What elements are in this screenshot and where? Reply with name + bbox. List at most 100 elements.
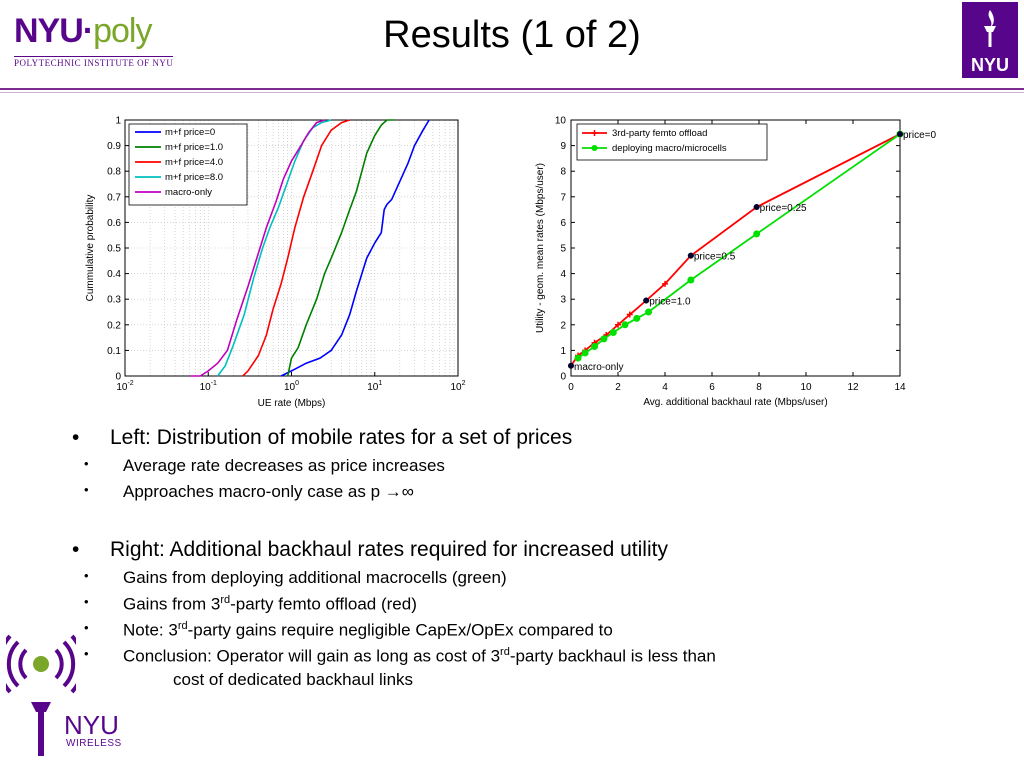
x-tick-label: 10 <box>800 382 812 393</box>
cdf-rate-chart: 10-2 10-1 100 101 102 0 0.1 0.2 0.3 0.4 0.5 0.6 0.7 0… <box>85 116 466 410</box>
y-tick-label: 0.3 <box>107 295 121 306</box>
nyu-logo-text: NYU <box>970 55 1009 75</box>
x-axis-label: UE rate (Mbps) <box>258 398 326 409</box>
y-tick-label: 3 <box>560 295 566 306</box>
bullet-left-sub-2: • Approaches macro-only case as p →∞ <box>84 482 414 501</box>
bullet-list: • Left: Distribution of mobile rates for … <box>72 426 972 689</box>
y-tick-label: 0.6 <box>107 218 121 229</box>
bullet-left-main: • Left: Distribution of mobile rates for … <box>72 426 573 449</box>
wireless-signal-icon <box>6 634 76 756</box>
x-tick-label: 4 <box>662 382 668 393</box>
series-marker <box>753 230 761 238</box>
x-tick-label: 6 <box>709 382 715 393</box>
nyu-wireless-logo-nyu: NYU <box>64 710 119 740</box>
series-marker <box>615 321 621 328</box>
series-marker <box>581 349 589 357</box>
legend-label: macro-only <box>165 187 212 198</box>
x-tick-label: 100 <box>284 380 299 393</box>
x-tick-label: 101 <box>367 380 382 393</box>
legend-marker <box>591 145 598 151</box>
y-tick-label: 0 <box>560 372 566 383</box>
bullet-left-sub-1: • Average rate decreases as price increas… <box>84 456 445 475</box>
y-tick-label: 8 <box>560 167 566 178</box>
bullet-right-sub-3: • Note: 3rd-party gains require negligibl… <box>84 620 613 640</box>
annotation-point <box>643 297 650 304</box>
nyu-wireless-logo: NYU WIRELESS <box>6 632 126 760</box>
y-tick-label: 0.9 <box>107 141 121 152</box>
annotation-point <box>753 204 760 211</box>
legend-label: m+f price=4.0 <box>165 157 223 168</box>
y-tick-label: 7 <box>560 192 566 203</box>
nyu-logo: NYU <box>962 2 1018 78</box>
legend-label: 3rd-party femto offload <box>612 128 707 139</box>
series-line <box>189 119 325 377</box>
series-marker <box>609 328 617 336</box>
bullet-right-sub-4: • Conclusion: Operator will gain as long … <box>84 646 716 689</box>
annotation-label: macro-only <box>574 362 623 373</box>
annotation-label: price=1.0 <box>649 296 691 307</box>
x-tick-label: 102 <box>450 380 465 393</box>
nyu-wireless-logo-sub: WIRELESS <box>66 738 122 749</box>
bullet-right-sub-4-continued: cost of dedicated backhaul links <box>173 670 414 689</box>
bullet-right-main: • Right: Additional backhaul rates requir… <box>72 538 668 561</box>
x-tick-label: 10-2 <box>116 380 133 393</box>
y-tick-label: 4 <box>560 269 566 280</box>
bullet-right-sub-2: • Gains from 3rd-party femto offload (red… <box>84 594 417 614</box>
series-marker <box>600 335 608 343</box>
x-tick-label: 8 <box>756 382 762 393</box>
series-marker <box>687 276 695 284</box>
legend-box <box>576 123 768 161</box>
bullet-right-sub-1: • Gains from deploying additional macroce… <box>84 568 507 587</box>
title-divider <box>0 88 1024 90</box>
legend-label: m+f price=1.0 <box>165 142 223 153</box>
x-tick-label: 14 <box>894 382 906 393</box>
x-tick-label: 2 <box>615 382 621 393</box>
x-tick-label: 0 <box>568 382 574 393</box>
x-tick-label: 12 <box>847 382 859 393</box>
annotation-point <box>568 362 574 369</box>
series-line <box>280 119 430 377</box>
annotation-point <box>897 131 903 138</box>
legend-label: m+f price=8.0 <box>165 172 223 183</box>
y-tick-label: 0.2 <box>107 320 121 331</box>
series-marker <box>645 308 653 316</box>
annotation-label: price=0.25 <box>760 203 807 214</box>
nyu-poly-logo-text: NYU·poly <box>14 12 152 50</box>
y-tick-label: 0.5 <box>107 244 121 255</box>
y-tick-label: 0.1 <box>107 346 121 357</box>
x-axis-label: Avg. additional backhaul rate (Mbps/user… <box>643 397 827 408</box>
y-tick-label: 0.4 <box>107 269 121 280</box>
annotation-point <box>687 252 694 259</box>
y-tick-label: 5 <box>560 244 566 255</box>
annotation-label: price=0.5 <box>694 252 736 263</box>
y-tick-label: 2 <box>560 320 566 331</box>
y-axis-label: Utility - geom. mean rates (Mbps/user) <box>535 163 546 333</box>
torch-icon <box>962 8 1018 56</box>
series-line <box>242 119 350 377</box>
nyu-poly-logo-subtitle: POLYTECHNIC INSTITUTE OF NYU <box>14 56 174 68</box>
y-tick-label: 1 <box>115 116 121 127</box>
legend-label: m+f price=0 <box>165 127 215 138</box>
series-line <box>286 119 394 377</box>
y-axis-label: Cummulative probability <box>85 195 96 302</box>
series-marker <box>633 314 641 322</box>
y-tick-label: 0 <box>115 372 121 383</box>
annotation-label: price=0 <box>903 130 937 141</box>
y-tick-label: 0.7 <box>107 192 121 203</box>
y-tick-label: 1 <box>560 346 566 357</box>
series-marker <box>662 280 668 287</box>
title-divider-thin <box>0 92 1024 93</box>
series-marker <box>626 311 633 318</box>
y-tick-label: 0.8 <box>107 167 121 178</box>
y-tick-label: 6 <box>560 218 566 229</box>
legend-label: deploying macro/microcells <box>612 143 727 154</box>
x-tick-label: 10-1 <box>200 380 217 393</box>
nyu-poly-logo: NYU·poly POLYTECHNIC INSTITUTE OF NYU <box>8 8 176 70</box>
y-tick-label: 10 <box>555 116 567 127</box>
y-tick-label: 9 <box>560 141 566 152</box>
series-marker <box>621 321 629 329</box>
series-marker <box>591 343 598 351</box>
legend-marker <box>591 130 598 136</box>
slide-title: Results (1 of 2) <box>383 14 641 56</box>
